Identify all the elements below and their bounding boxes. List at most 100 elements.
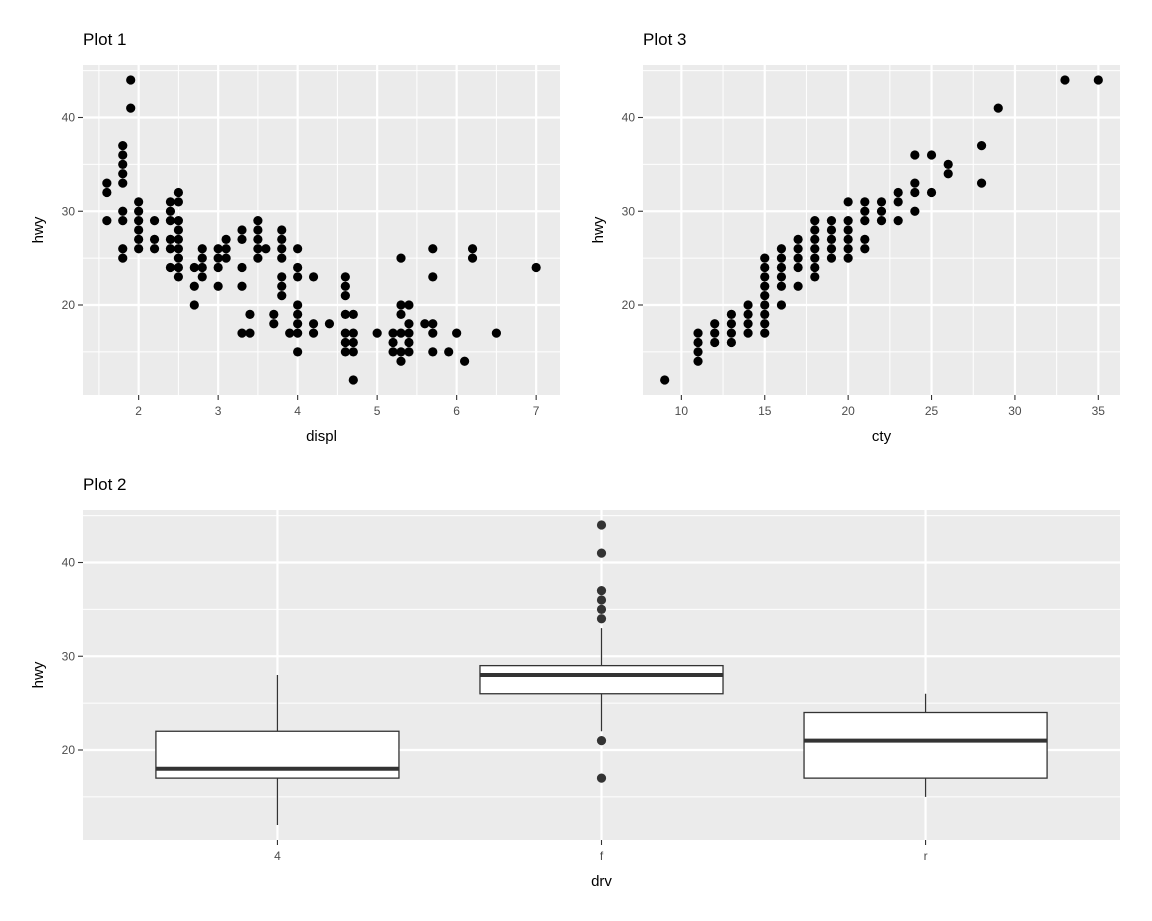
data-point [444,347,454,357]
data-point [760,281,770,291]
data-point [726,309,736,319]
data-point [710,337,720,348]
x-tick-label: 4 [274,849,281,863]
data-point [693,328,703,338]
data-point [710,328,720,338]
data-point [237,234,247,244]
data-point [843,216,853,226]
data-point [467,253,478,263]
data-point [165,206,176,216]
data-point [843,225,853,235]
data-point [173,234,183,244]
data-point [843,253,853,263]
data-point [1093,75,1103,85]
data-point [261,244,271,254]
x-tick-label: 5 [374,404,381,418]
plot-background [83,65,560,395]
data-point [165,197,176,207]
data-point [134,234,144,244]
data-point [165,262,176,273]
data-point [102,216,112,226]
y-tick-label: 20 [62,743,76,757]
data-point [348,375,358,385]
data-point [452,328,462,338]
data-point [893,197,903,207]
data-point [277,225,287,235]
data-point [277,281,287,291]
data-point [197,244,207,254]
data-point [810,244,820,254]
x-tick-label: 25 [925,404,939,418]
data-point [118,253,128,263]
data-point [860,206,870,216]
data-point [420,319,430,329]
data-point [308,319,319,329]
data-point [743,309,753,319]
data-point [860,234,870,244]
data-point [213,262,223,273]
data-point [388,347,398,357]
data-point [277,244,287,254]
chart-title: Plot 2 [83,475,126,494]
data-point [118,141,128,151]
data-point [134,216,144,226]
outlier-point [596,604,607,614]
data-point [810,253,820,263]
data-point [760,328,770,338]
data-point [793,281,803,291]
data-point [776,281,787,291]
data-point [793,244,803,254]
data-point [428,319,438,329]
data-point [253,244,263,254]
data-point [926,187,937,198]
data-point [134,197,144,207]
y-tick-label: 40 [62,556,76,570]
chart-title: Plot 3 [643,30,686,49]
x-tick-label: 3 [215,404,222,418]
x-axis-title: displ [306,428,337,445]
data-point [793,234,803,244]
data-point [134,225,144,235]
data-point [710,319,720,329]
x-tick-label: 10 [675,404,689,418]
data-point [173,253,183,263]
data-point [743,319,753,329]
outlier-point [596,773,607,783]
data-point [467,244,478,254]
data-point [776,244,787,254]
data-point [810,272,820,282]
data-point [404,347,414,357]
data-point [134,206,144,216]
y-tick-label: 30 [622,204,636,218]
data-point [126,103,136,113]
data-point [843,234,853,244]
data-point [860,244,870,254]
data-point [1060,75,1070,85]
data-point [197,262,207,273]
data-point [293,328,303,338]
data-point [340,347,350,357]
data-point [237,225,247,235]
data-point [237,281,247,291]
x-tick-label: 2 [135,404,142,418]
data-point [776,253,787,263]
data-point [693,356,703,366]
data-point [173,244,183,254]
data-point [843,244,853,254]
data-point [340,281,350,291]
data-point [976,178,987,188]
x-axis-title: cty [872,428,892,445]
data-point [213,253,223,263]
chart-panel-3: Plot 2 20 30 40 4 f r drv hwy [30,475,1120,890]
data-point [253,253,263,263]
data-point [221,244,231,254]
data-point [118,178,128,188]
data-point [340,309,350,319]
data-point [826,253,837,263]
y-tick-label: 40 [62,111,76,125]
data-point [149,234,160,244]
chart-panel-1: Plot 1 20 30 40 2 3 4 5 6 7 displ hwy [30,30,560,445]
outlier-point [596,595,607,605]
data-point [876,216,887,226]
